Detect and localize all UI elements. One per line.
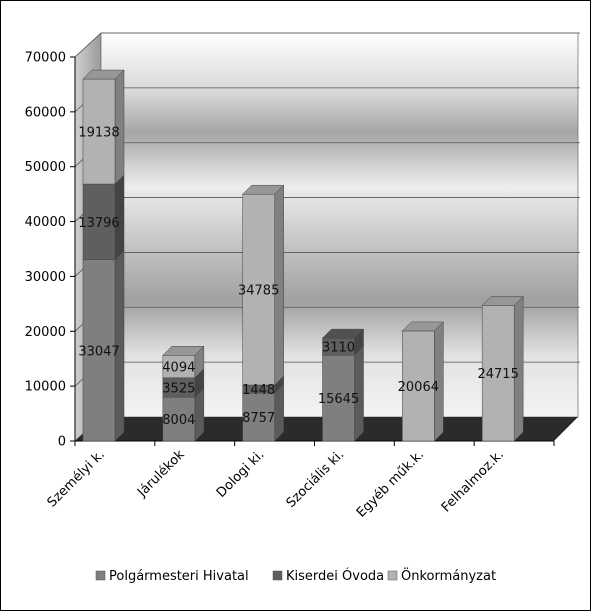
bar-segment bbox=[322, 354, 355, 442]
bar-top bbox=[481, 296, 524, 306]
data-label: 33047 bbox=[78, 344, 119, 359]
y-tick-label: 20000 bbox=[25, 325, 66, 340]
y-tick-label: 10000 bbox=[25, 380, 66, 395]
bar-top bbox=[401, 321, 444, 332]
bar-segment bbox=[82, 78, 116, 185]
bar-segment bbox=[82, 259, 116, 442]
y-axis-ticks: 0 10000 20000 30000 40000 50000 60000 70000 bbox=[25, 51, 75, 450]
y-tick-label: 40000 bbox=[25, 215, 66, 230]
bar-segment bbox=[82, 183, 116, 260]
x-tick-label: Dologi ki. bbox=[214, 447, 268, 501]
x-tick-label: Személyi k. bbox=[45, 447, 108, 510]
legend-label: Polgármesteri Hivatal bbox=[109, 569, 249, 584]
y-tick-label: 30000 bbox=[25, 270, 66, 285]
x-axis-labels: Személyi k. Járulékok Dologi ki. Szociális … bbox=[45, 441, 555, 521]
legend-label: Kiserdei Óvoda bbox=[286, 568, 384, 584]
data-label: 20064 bbox=[398, 380, 439, 395]
x-tick-label: Járulékok bbox=[134, 447, 188, 501]
data-label: 4094 bbox=[162, 361, 195, 376]
data-label: 8004 bbox=[162, 413, 195, 428]
data-label: 3110 bbox=[322, 341, 355, 356]
y-tick-label: 0 bbox=[58, 435, 66, 450]
data-label: 3525 bbox=[162, 381, 195, 396]
data-label: 19138 bbox=[78, 126, 119, 141]
data-label: 34785 bbox=[238, 284, 279, 299]
data-labels: 33047 13796 19138 8004 3525 4094 8757 1448 34785… bbox=[78, 126, 519, 429]
bar-segment bbox=[481, 305, 515, 442]
bar-side bbox=[274, 383, 284, 442]
bar-top bbox=[242, 184, 285, 195]
data-label: 1448 bbox=[242, 383, 275, 398]
data-label: 13796 bbox=[78, 216, 119, 231]
x-tick-label: Szociális ki. bbox=[284, 447, 348, 511]
bar-top bbox=[82, 69, 125, 80]
y-tick-label: 50000 bbox=[25, 160, 66, 175]
gridline-side bbox=[74, 32, 102, 58]
y-tick-label: 70000 bbox=[25, 51, 66, 66]
bar-segment bbox=[242, 392, 275, 442]
legend-label: Önkormányzat bbox=[401, 567, 496, 584]
bar-top bbox=[162, 346, 205, 356]
legend-swatch bbox=[95, 570, 106, 581]
bar-top bbox=[321, 328, 365, 339]
x-tick-label: Egyéb műk.k. bbox=[354, 447, 427, 520]
bar-segment bbox=[242, 193, 275, 386]
bars bbox=[82, 69, 524, 442]
data-label: 15645 bbox=[318, 392, 359, 407]
y-tick-label: 60000 bbox=[25, 105, 66, 120]
data-label: 8757 bbox=[242, 411, 275, 426]
legend-swatch bbox=[387, 570, 398, 581]
legend-swatch bbox=[272, 570, 283, 581]
data-label: 24715 bbox=[477, 367, 518, 382]
x-tick-label: Felhalmoz.k. bbox=[439, 447, 507, 515]
legend: Polgármesteri Hivatal Kiserdei Óvoda Önkor… bbox=[95, 567, 496, 584]
